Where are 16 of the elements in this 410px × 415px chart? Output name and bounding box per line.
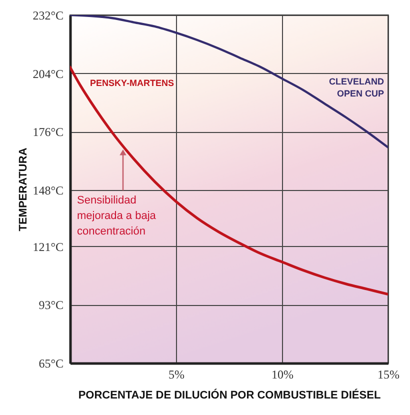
y-tick-label: 204°C	[32, 66, 64, 81]
y-tick-label: 148°C	[32, 184, 64, 198]
y-tick-label: 121°C	[32, 240, 64, 254]
line-series	[70, 66, 388, 296]
x-tick-label: 15%	[378, 368, 400, 382]
series-label: PENSKY-MARTENS	[90, 78, 174, 88]
y-tick-label: 176°C	[32, 125, 64, 140]
y-tick-label: 93°C	[38, 298, 64, 312]
y-tick-label: 65°C	[38, 356, 64, 370]
y-tick-label: 232°C	[32, 8, 64, 22]
y-axis-title: TEMPERATURA	[18, 148, 30, 232]
x-tick-label: 10%	[272, 368, 294, 382]
x-tick-label: 5%	[168, 368, 184, 382]
series-label: CLEVELAND OPEN CUP	[328, 76, 384, 98]
x-axis-title: PORCENTAJE DE DILUCIÓN POR COMBUSTIBLE DIÉSEL	[78, 388, 381, 402]
annotation: Sensibilidad mejorada a baja concentración	[77, 194, 157, 238]
